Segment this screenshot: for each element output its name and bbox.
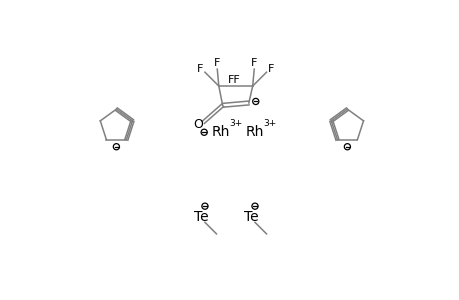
Text: FF: FF — [227, 75, 240, 85]
Text: 3+: 3+ — [228, 118, 241, 127]
Text: Rh: Rh — [245, 125, 263, 139]
Text: O: O — [193, 118, 202, 131]
Text: F: F — [268, 64, 274, 74]
Text: F: F — [251, 58, 257, 68]
Text: F: F — [197, 64, 203, 74]
Text: F: F — [213, 58, 220, 68]
Text: Te: Te — [193, 210, 208, 224]
Text: Rh: Rh — [211, 125, 229, 139]
Text: Te: Te — [243, 210, 258, 224]
Text: 3+: 3+ — [263, 118, 276, 127]
